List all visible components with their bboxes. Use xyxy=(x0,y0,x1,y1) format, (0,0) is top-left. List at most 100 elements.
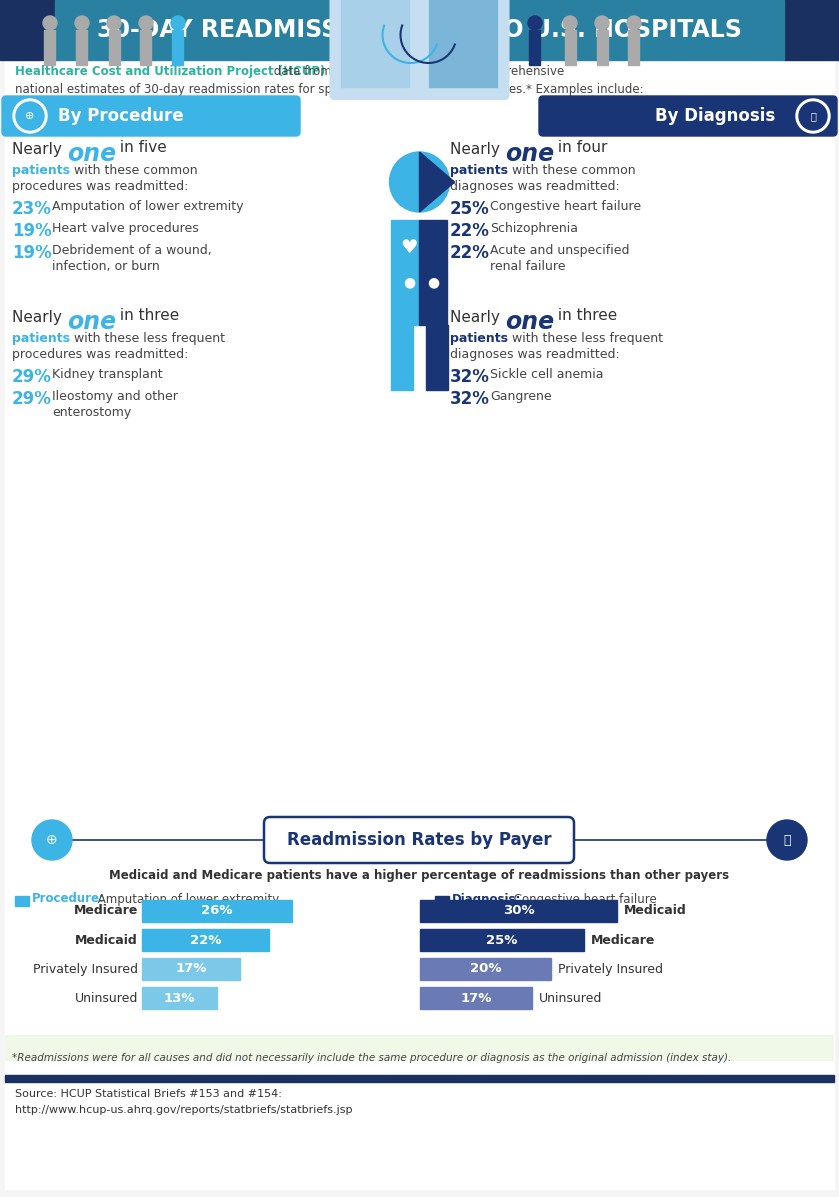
FancyBboxPatch shape xyxy=(2,96,300,136)
Text: Source: HCUP Statistical Briefs #153 and #154:: Source: HCUP Statistical Briefs #153 and… xyxy=(15,1089,282,1099)
Text: ⊕: ⊕ xyxy=(46,833,58,847)
Circle shape xyxy=(796,99,830,133)
Text: ⊕: ⊕ xyxy=(25,111,34,121)
Text: 32%: 32% xyxy=(450,367,490,385)
Text: Acute and unspecified: Acute and unspecified xyxy=(490,244,629,257)
Text: 22%: 22% xyxy=(450,244,490,262)
Bar xyxy=(420,958,551,980)
Text: Heart valve procedures: Heart valve procedures xyxy=(52,221,199,235)
Text: one: one xyxy=(67,142,116,166)
Text: ●: ● xyxy=(427,275,440,288)
Text: Debridement of a wound,: Debridement of a wound, xyxy=(52,244,211,257)
Circle shape xyxy=(139,16,153,30)
FancyBboxPatch shape xyxy=(539,96,837,136)
Text: Ileostomy and other: Ileostomy and other xyxy=(52,390,178,403)
Circle shape xyxy=(595,16,609,30)
Text: procedures was readmitted:: procedures was readmitted: xyxy=(12,348,189,361)
Text: Diagnosis:: Diagnosis: xyxy=(452,893,521,905)
Text: By Procedure: By Procedure xyxy=(58,107,184,124)
Circle shape xyxy=(13,99,47,133)
Text: 📋: 📋 xyxy=(784,833,790,846)
Text: 23%: 23% xyxy=(12,200,52,218)
Circle shape xyxy=(389,152,450,212)
Circle shape xyxy=(16,102,44,130)
Bar xyxy=(784,0,839,60)
Circle shape xyxy=(627,16,641,30)
Text: Congestive heart failure: Congestive heart failure xyxy=(490,200,641,213)
Text: Kidney transplant: Kidney transplant xyxy=(52,367,163,381)
Text: infection, or burn: infection, or burn xyxy=(52,260,159,273)
Bar xyxy=(15,897,29,906)
Text: 17%: 17% xyxy=(460,991,492,1004)
Text: patients: patients xyxy=(12,164,70,177)
Bar xyxy=(173,30,184,65)
Text: ●: ● xyxy=(404,275,415,288)
Bar xyxy=(341,0,409,87)
Text: Medicaid: Medicaid xyxy=(76,934,138,947)
Bar xyxy=(435,897,449,906)
Text: with these common: with these common xyxy=(512,164,636,177)
Text: 📋: 📋 xyxy=(810,111,816,121)
Circle shape xyxy=(75,16,89,30)
Text: Medicaid: Medicaid xyxy=(624,905,686,917)
Text: in three: in three xyxy=(553,308,618,323)
Text: data from 2010 provide the most comprehensive: data from 2010 provide the most comprehe… xyxy=(270,65,565,78)
Bar xyxy=(565,30,576,65)
Bar xyxy=(420,900,617,922)
Text: with these less frequent: with these less frequent xyxy=(74,332,225,345)
Text: Medicare: Medicare xyxy=(74,905,138,917)
Text: Schizophrenia: Schizophrenia xyxy=(490,221,578,235)
Bar xyxy=(430,0,498,87)
Text: 20%: 20% xyxy=(470,962,502,976)
Text: 13%: 13% xyxy=(164,991,195,1004)
Bar xyxy=(142,988,217,1009)
Text: diagnoses was readmitted:: diagnoses was readmitted: xyxy=(450,348,620,361)
Text: renal failure: renal failure xyxy=(490,260,565,273)
Bar xyxy=(392,220,420,326)
Text: Nearly: Nearly xyxy=(450,142,505,157)
Bar xyxy=(142,900,292,922)
Circle shape xyxy=(43,16,57,30)
Bar xyxy=(420,929,584,950)
Text: Amputation of lower extremity: Amputation of lower extremity xyxy=(52,200,243,213)
Polygon shape xyxy=(420,152,455,212)
Bar xyxy=(392,326,414,390)
Text: Healthcare Cost and Utilization Project (HCUP): Healthcare Cost and Utilization Project … xyxy=(15,65,326,78)
Text: Gangrene: Gangrene xyxy=(490,390,551,403)
Text: 29%: 29% xyxy=(12,390,52,408)
Text: Medicaid and Medicare patients have a higher percentage of readmissions than oth: Medicaid and Medicare patients have a hi… xyxy=(109,869,730,882)
Text: Privately Insured: Privately Insured xyxy=(558,962,664,976)
Circle shape xyxy=(767,820,807,859)
Bar xyxy=(142,958,240,980)
Text: 30%: 30% xyxy=(503,905,534,917)
Circle shape xyxy=(563,16,577,30)
Bar xyxy=(76,30,87,65)
Bar xyxy=(108,30,119,65)
Bar xyxy=(5,1075,834,1082)
Text: Medicare: Medicare xyxy=(591,934,655,947)
Bar xyxy=(5,1035,834,1061)
Text: Procedure:: Procedure: xyxy=(32,893,105,905)
Bar xyxy=(529,30,540,65)
Text: one: one xyxy=(505,310,554,334)
Text: diagnoses was readmitted:: diagnoses was readmitted: xyxy=(450,180,620,193)
Text: 30-DAY READMISSION RATES TO U.S. HOSPITALS: 30-DAY READMISSION RATES TO U.S. HOSPITA… xyxy=(97,18,742,42)
Text: patients: patients xyxy=(450,332,508,345)
Text: Uninsured: Uninsured xyxy=(539,991,602,1004)
Text: one: one xyxy=(67,310,116,334)
Text: ♥: ♥ xyxy=(401,238,419,257)
Bar xyxy=(425,326,447,390)
Text: Privately Insured: Privately Insured xyxy=(33,962,138,976)
Text: 25%: 25% xyxy=(450,200,490,218)
Circle shape xyxy=(171,16,185,30)
Text: http://www.hcup-us.ahrq.gov/reports/statbriefs/statbriefs.jsp: http://www.hcup-us.ahrq.gov/reports/stat… xyxy=(15,1105,352,1114)
Text: Nearly: Nearly xyxy=(450,310,505,326)
Bar xyxy=(0,0,55,60)
Text: in five: in five xyxy=(115,140,167,154)
FancyBboxPatch shape xyxy=(331,0,508,99)
Text: Congestive heart failure: Congestive heart failure xyxy=(510,893,657,905)
Bar xyxy=(140,30,152,65)
Text: 25%: 25% xyxy=(487,934,518,947)
Text: 32%: 32% xyxy=(450,390,490,408)
Text: patients: patients xyxy=(12,332,70,345)
